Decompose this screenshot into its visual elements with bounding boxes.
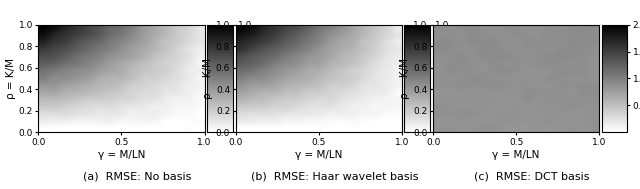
- Y-axis label: ρ = K/M: ρ = K/M: [203, 58, 213, 99]
- Y-axis label: ρ = K/M: ρ = K/M: [6, 58, 16, 99]
- Text: (a)  RMSE: No basis: (a) RMSE: No basis: [83, 171, 191, 181]
- Text: (c)  RMSE: DCT basis: (c) RMSE: DCT basis: [474, 171, 589, 181]
- Y-axis label: ρ = K/M: ρ = K/M: [401, 58, 410, 99]
- X-axis label: γ = M/LN: γ = M/LN: [98, 150, 145, 160]
- Text: (b)  RMSE: Haar wavelet basis: (b) RMSE: Haar wavelet basis: [251, 171, 418, 181]
- X-axis label: γ = M/LN: γ = M/LN: [492, 150, 540, 160]
- X-axis label: γ = M/LN: γ = M/LN: [295, 150, 342, 160]
